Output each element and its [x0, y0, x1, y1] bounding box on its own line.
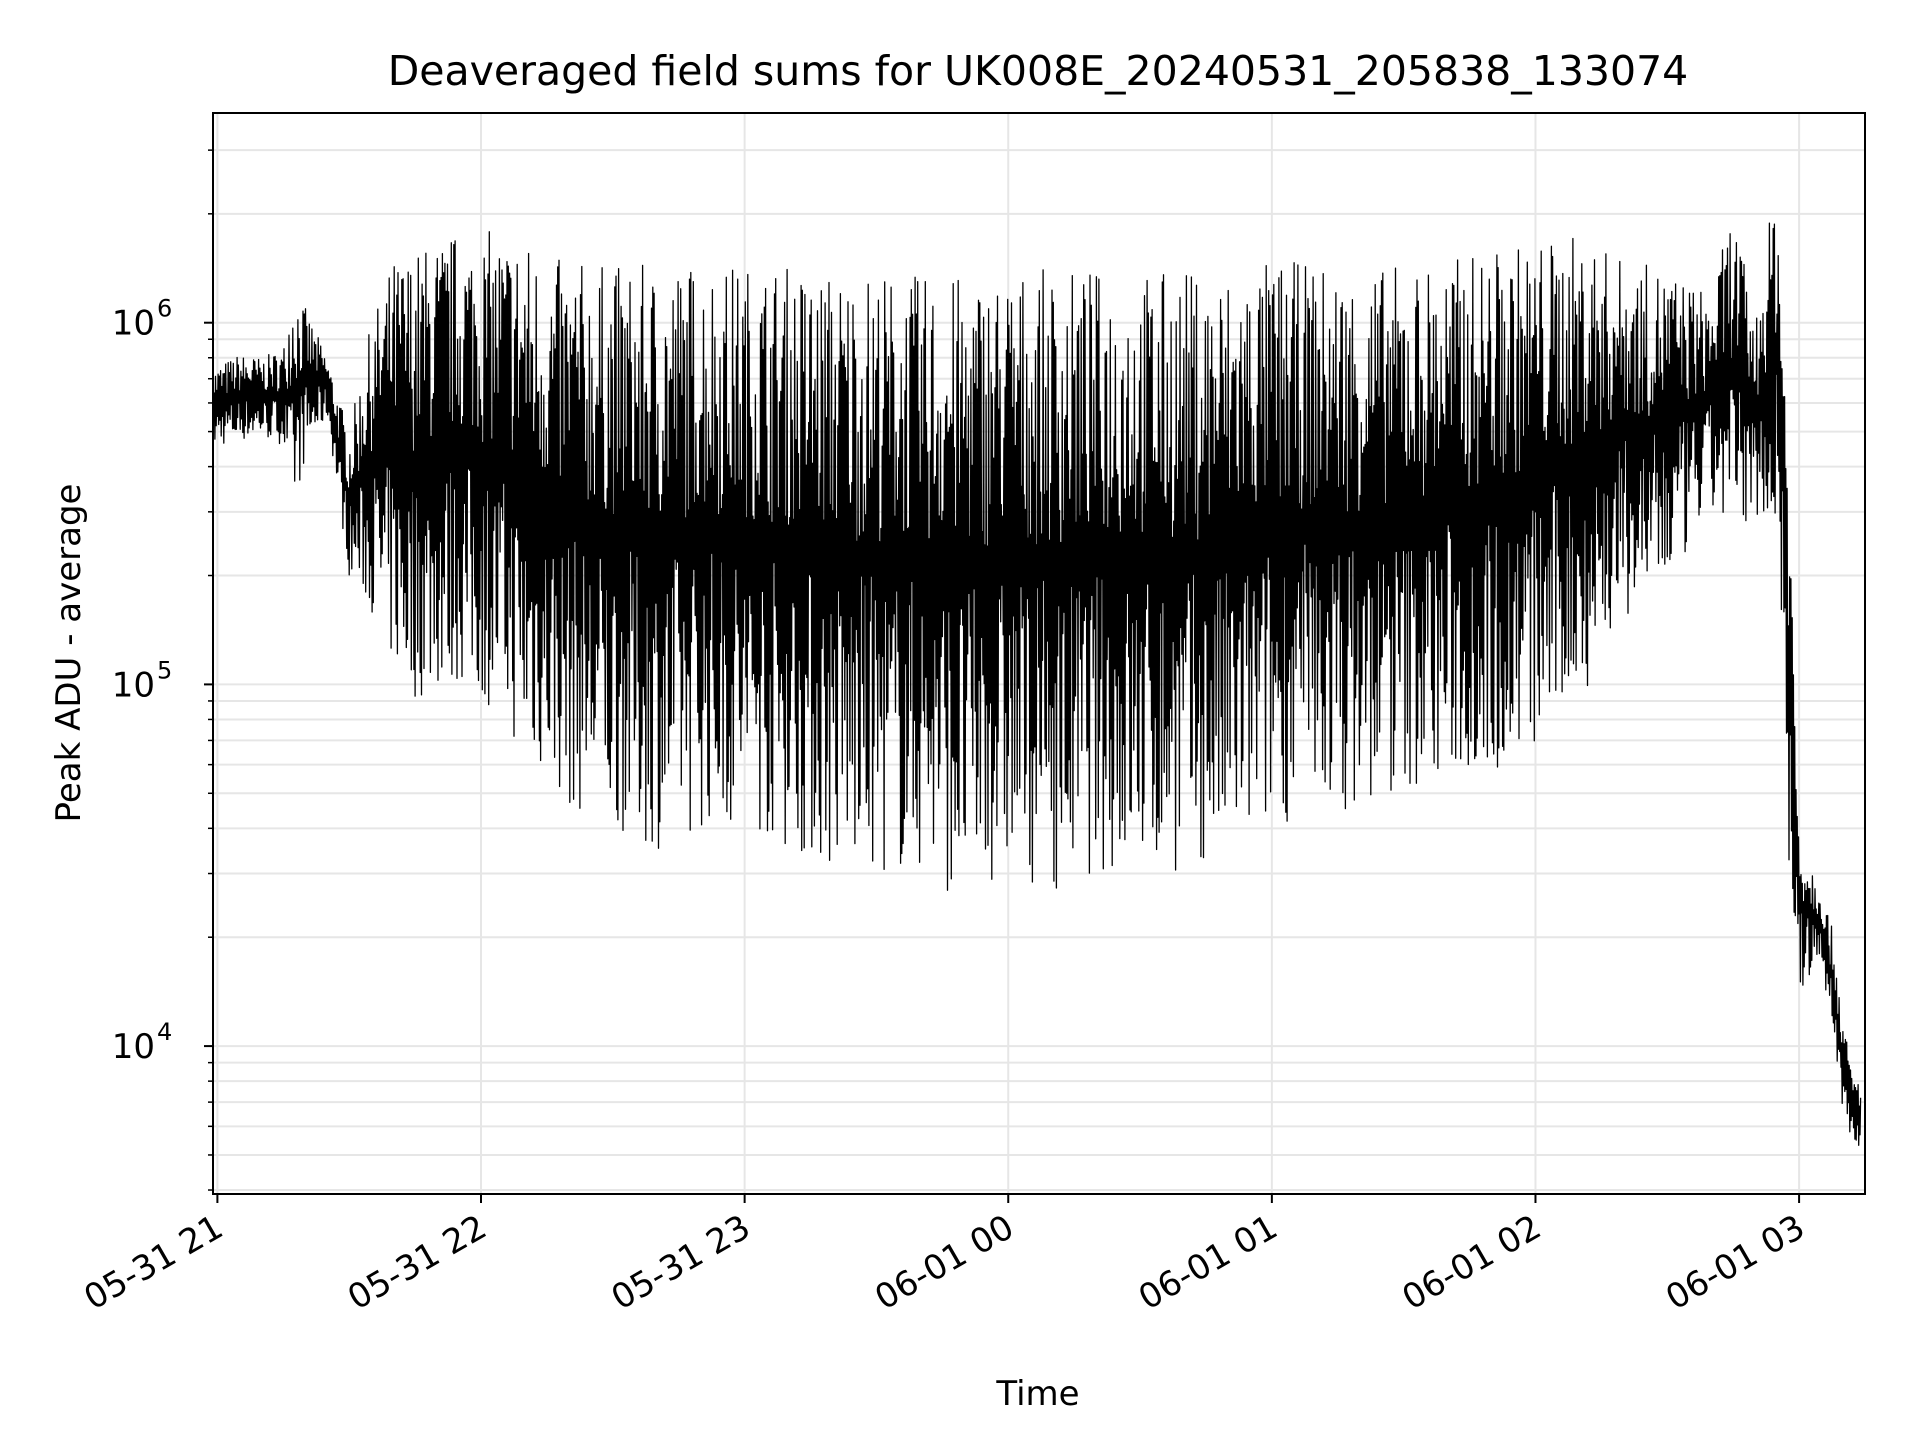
series-line [212, 222, 1862, 1146]
plot-area-frame [212, 112, 1866, 1195]
y-tick-label: 10 [112, 1027, 155, 1067]
y-tick-label: 10 [112, 304, 155, 344]
y-tick-label: 10 [112, 665, 155, 705]
y-tick-label-exponent: 5 [157, 656, 172, 684]
y-axis-label: Peak ADU - average [49, 484, 89, 823]
y-tick-label-exponent: 6 [157, 295, 172, 323]
series-line-layer [212, 222, 1862, 1146]
x-axis-label: Time [995, 1374, 1079, 1414]
y-tick-label-exponent: 4 [157, 1018, 172, 1046]
chart-title: Deaveraged field sums for UK008E_2024053… [388, 47, 1689, 95]
